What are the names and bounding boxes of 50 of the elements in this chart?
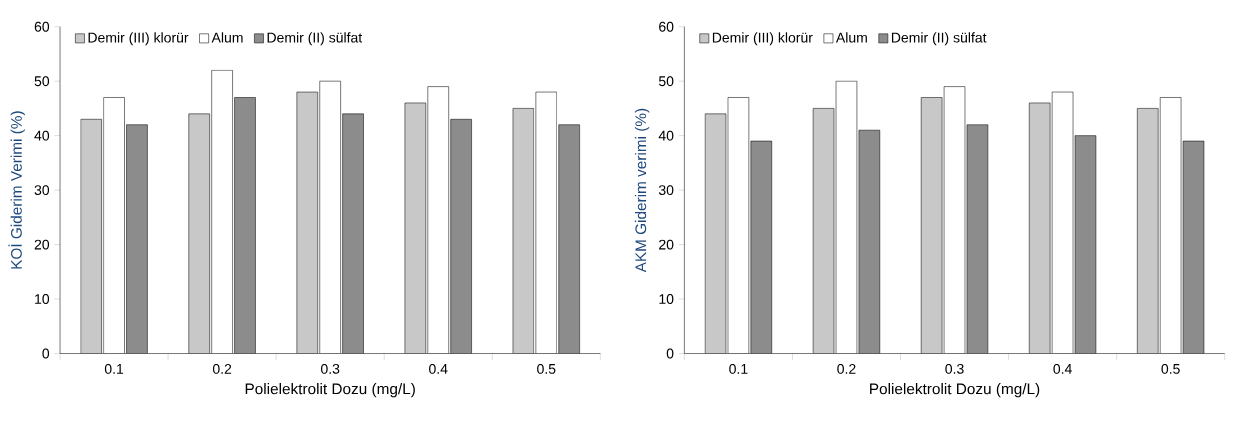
y-tick-label: 10: [659, 293, 674, 304]
bar: [1029, 102, 1051, 354]
legend-label: Demir (III) klorür: [88, 32, 189, 46]
bar: [558, 124, 580, 354]
legend-label: Alum: [835, 32, 867, 43]
bar: [450, 119, 472, 354]
x-tick-label: 0.1: [104, 363, 124, 374]
y-tick-label: 50: [34, 76, 50, 87]
y-tick-label: 20: [34, 239, 50, 250]
y-tick-label: 0: [42, 348, 50, 359]
bar: [813, 108, 835, 354]
bar: [705, 113, 726, 354]
y-tick-label: 30: [658, 185, 674, 195]
y-axis-title: AKM Giderim verimi (%): [634, 108, 650, 273]
x-tick-label: 0.1: [729, 363, 748, 374]
bar: [342, 113, 364, 354]
y-tick-label: 50: [658, 76, 674, 87]
x-tick-label: 0.3: [320, 363, 340, 374]
y-tick-label: 10: [35, 293, 50, 304]
x-tick-label: 0.5: [537, 363, 556, 374]
x-tick-label: 0.2: [837, 363, 856, 374]
y-tick-label: 40: [658, 130, 674, 141]
bar: [234, 97, 256, 354]
x-axis-title: Polielektrolit Dozu (mg/L): [870, 382, 1040, 398]
y-axis-title: KOİ Giderim Verimi (%): [8, 111, 25, 269]
x-tick-label: 0.4: [429, 363, 448, 374]
y-tick-label: 0: [666, 348, 674, 359]
y-tick-label: 40: [34, 130, 50, 141]
x-tick-label: 0.3: [945, 363, 964, 374]
x-tick-label: 0.2: [212, 363, 232, 374]
x-axis-title: Polielektrolit Dozu (mg/L): [245, 382, 415, 398]
legend-label: Demir (III) klorür: [712, 32, 813, 46]
bar: [858, 130, 880, 354]
bar: [1182, 140, 1205, 354]
bar: [1137, 108, 1159, 354]
bar: [750, 140, 772, 354]
y-tick-label: 20: [659, 239, 674, 250]
bar: [126, 124, 148, 354]
bar: [1075, 135, 1096, 354]
y-tick-label: 60: [34, 21, 50, 32]
y-tick-label: 60: [659, 21, 674, 32]
bar: [921, 97, 943, 354]
x-tick-label: 0.5: [1161, 363, 1180, 374]
legend-label: Demir (II) sülfat: [891, 32, 987, 46]
legend-label: Demir (II) sülfat: [267, 32, 363, 46]
bar: [80, 118, 102, 354]
legend-label: Alum: [211, 32, 243, 43]
bar: [966, 124, 988, 354]
y-tick-label: 30: [34, 185, 50, 195]
x-tick-label: 0.4: [1053, 363, 1072, 374]
